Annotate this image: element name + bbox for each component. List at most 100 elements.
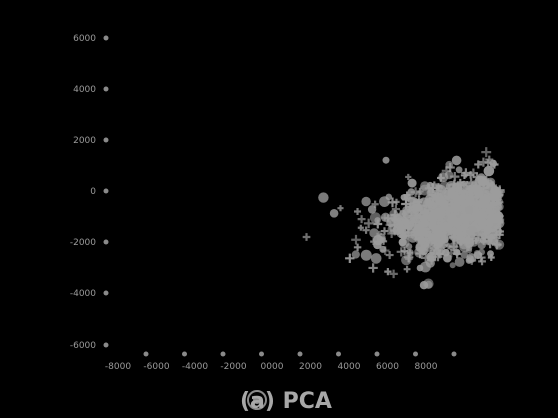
x-tick-label: -6000 <box>143 362 169 372</box>
data-point <box>403 230 413 240</box>
data-point <box>376 233 386 243</box>
data-point <box>474 188 484 197</box>
y-tick-label: -2000 <box>70 238 96 248</box>
data-point <box>354 207 362 216</box>
x-tick-label: 8000 <box>415 362 438 372</box>
data-point <box>387 229 397 238</box>
data-point <box>353 243 362 252</box>
data-point <box>357 224 364 231</box>
y-axis: 6000 4000 2000 0 -2000 -4000 -6000 <box>70 34 109 351</box>
data-point <box>379 245 387 253</box>
y-tick-mark <box>103 342 109 348</box>
data-point <box>476 216 487 227</box>
data-point <box>426 189 434 197</box>
x-tick-mark <box>220 351 226 357</box>
data-point <box>357 215 366 224</box>
data-point <box>460 251 469 259</box>
data-point <box>337 205 344 212</box>
data-point <box>369 212 381 224</box>
data-point <box>382 156 390 164</box>
data-point <box>485 155 494 164</box>
data-point <box>370 238 377 245</box>
data-point <box>415 243 425 252</box>
data-point <box>362 226 370 234</box>
data-point <box>419 281 429 290</box>
y-tick-mark <box>103 86 109 92</box>
y-tick-label: 4000 <box>73 85 96 95</box>
data-point <box>487 254 495 261</box>
y-tick-mark <box>103 188 109 194</box>
data-point <box>472 210 479 217</box>
data-point <box>379 196 390 208</box>
data-point <box>387 197 398 208</box>
data-point <box>420 181 430 191</box>
x-axis: -8000 -6000 -4000 -2000 0000 2000 4000 6000 8000 <box>105 351 457 372</box>
caption-marker-icon <box>247 390 267 410</box>
data-point <box>370 253 382 264</box>
y-tick-label: -6000 <box>70 341 96 351</box>
data-point <box>345 253 355 264</box>
data-point <box>369 228 379 238</box>
data-point <box>456 178 464 186</box>
data-point <box>435 219 442 226</box>
data-point <box>408 203 419 214</box>
data-point <box>449 262 456 269</box>
data-point <box>451 155 462 166</box>
data-point <box>434 198 442 206</box>
y-tick-mark <box>103 35 109 41</box>
data-point <box>445 160 454 169</box>
data-point <box>493 231 500 238</box>
data-point <box>329 209 339 218</box>
y-tick-mark <box>103 290 109 296</box>
data-point <box>481 202 488 209</box>
data-point <box>351 250 360 259</box>
data-point <box>435 247 444 256</box>
data-point <box>468 193 478 203</box>
data-point <box>490 213 501 224</box>
data-point <box>385 251 394 260</box>
data-point <box>440 211 447 219</box>
x-tick-label: 4000 <box>338 362 361 372</box>
data-point <box>456 236 465 246</box>
data-point <box>417 236 426 245</box>
data-point <box>386 217 396 228</box>
data-point <box>360 249 372 261</box>
data-point <box>463 234 474 244</box>
data-point <box>351 234 361 245</box>
x-tick-label: -2000 <box>220 362 246 372</box>
y-tick-mark <box>103 239 109 245</box>
data-point <box>493 192 500 199</box>
x-tick-mark <box>297 351 303 357</box>
data-point <box>425 230 435 240</box>
data-point <box>437 174 445 182</box>
chart-caption-group: (a) PCA <box>240 389 332 414</box>
data-point <box>396 247 406 257</box>
data-point <box>483 205 493 215</box>
data-point <box>410 229 418 236</box>
data-point <box>419 197 429 207</box>
data-point <box>481 181 490 190</box>
data-point <box>465 205 474 214</box>
data-point <box>371 200 379 208</box>
data-point <box>478 257 486 266</box>
x-tick-mark <box>336 351 341 357</box>
y-tick-mark <box>103 137 109 143</box>
data-point <box>455 187 464 195</box>
data-point <box>448 242 458 252</box>
chart-caption: (a) PCA <box>240 389 332 414</box>
data-point <box>405 173 412 181</box>
data-point <box>420 219 429 228</box>
y-tick-label: -4000 <box>70 289 96 299</box>
data-point <box>466 171 475 179</box>
data-point <box>449 179 460 190</box>
data-point <box>437 237 449 249</box>
x-tick-mark <box>143 351 149 357</box>
data-point <box>462 221 470 229</box>
data-point <box>397 224 405 232</box>
data-point <box>380 227 389 235</box>
x-tick-label: 0000 <box>261 362 284 372</box>
data-point <box>403 265 411 273</box>
x-tick-mark <box>374 351 380 357</box>
data-point <box>448 205 456 213</box>
